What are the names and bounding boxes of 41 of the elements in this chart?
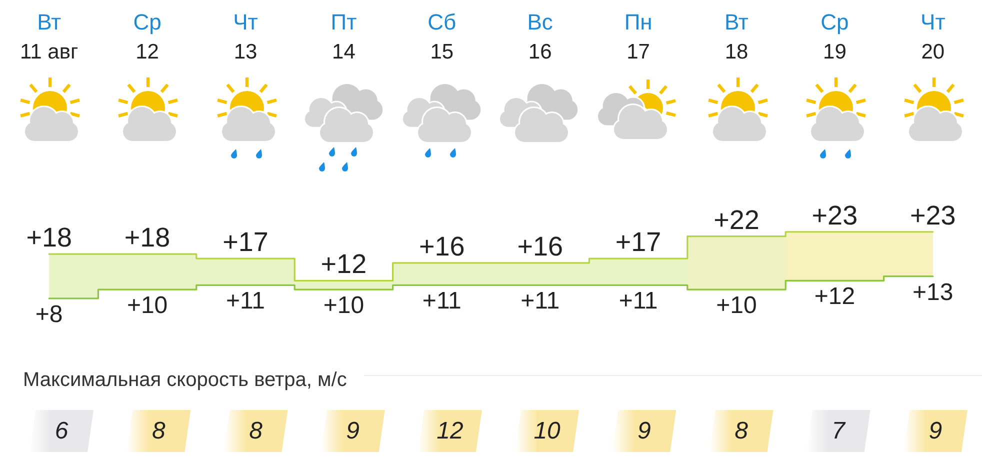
data-label: +12: [814, 283, 856, 310]
data-label: +23: [910, 200, 956, 230]
data-label: 9: [346, 418, 360, 444]
data-label: +23: [812, 200, 858, 230]
x-tick-label: Ср 19: [820, 10, 849, 64]
data-label: +11: [618, 288, 658, 315]
data-label: +17: [222, 227, 268, 258]
x-tick-label: Вт 11 авг: [20, 10, 78, 64]
chart-title: Максимальная скорость ветра, м/с: [23, 369, 347, 391]
data-label: 9: [928, 418, 942, 444]
x-tick-label: Пт 14: [330, 10, 357, 64]
data-label: +16: [418, 231, 465, 262]
data-label: +18: [26, 222, 72, 253]
data-label: 8: [734, 418, 749, 444]
data-label: +22: [714, 204, 760, 235]
data-label: +11: [226, 288, 265, 315]
data-label: 7: [832, 418, 847, 444]
data-label: 9: [637, 418, 651, 444]
x-tick-label: Чт 13: [233, 10, 258, 64]
data-label: +8: [35, 300, 63, 328]
x-tick-label: Чт 20: [920, 10, 946, 64]
x-tick-label: Вс 16: [527, 10, 553, 64]
data-label: +10: [716, 292, 757, 320]
x-tick-label: Вт 18: [724, 10, 749, 64]
data-label: +12: [320, 249, 367, 280]
data-label: +17: [615, 227, 662, 258]
data-label: +10: [323, 292, 364, 320]
data-label: +16: [517, 231, 564, 262]
data-label: 6: [54, 418, 69, 444]
data-label: +13: [912, 278, 954, 306]
data-label: 8: [249, 418, 264, 444]
data-label: +11: [520, 288, 560, 315]
x-tick-label: Сб 15: [428, 10, 456, 64]
x-tick-label: Пн 17: [624, 10, 652, 64]
data-label: +18: [124, 222, 170, 253]
data-label: +10: [126, 292, 168, 320]
data-label: 10: [534, 418, 562, 444]
x-tick-label: Ср 12: [133, 10, 162, 64]
data-label: 12: [436, 418, 464, 444]
data-label: 8: [152, 418, 166, 444]
data-label: +11: [422, 288, 462, 315]
